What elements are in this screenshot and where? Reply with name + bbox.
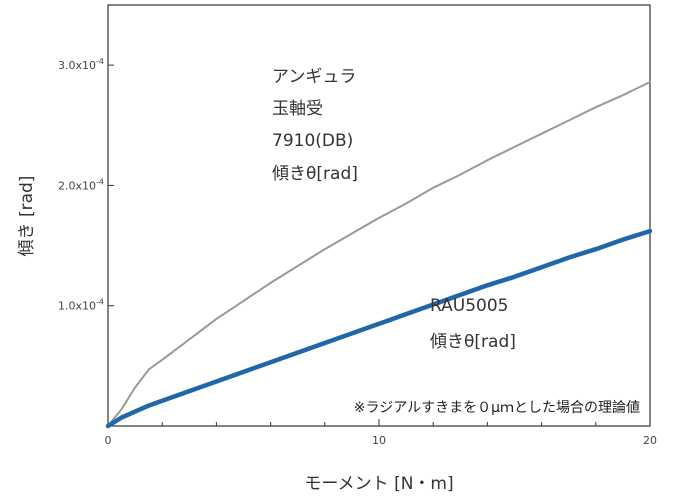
- x-tick-labels: 0 10 20: [105, 434, 658, 447]
- footnote: ※ラジアルすきまを０μｍとした場合の理論値: [354, 400, 640, 416]
- annotation-rau-line-1: RAU5005: [430, 296, 508, 316]
- x-tick-label: 20: [643, 434, 657, 447]
- series-line-angular: [107, 81, 651, 427]
- x-axis-title: モーメント [N・m]: [304, 474, 453, 494]
- x-tick-label: 10: [372, 434, 386, 447]
- annotation-angular: アンギュラ 玉軸受 7910(DB) 傾きθ[rad]: [272, 67, 358, 184]
- y-tick-label: 2.0x10-4: [58, 177, 104, 192]
- annotation-angular-line-4: 傾きθ[rad]: [272, 164, 358, 184]
- y-tick-label: 3.0x10-4: [58, 57, 104, 72]
- annotation-angular-line-2: 玉軸受: [272, 99, 323, 119]
- annotation-angular-line-3: 7910(DB): [272, 131, 353, 151]
- x-minor-ticks: [161, 419, 597, 426]
- annotation-rau-line-2: 傾きθ[rad]: [430, 332, 516, 352]
- annotation-angular-line-1: アンギュラ: [272, 67, 356, 87]
- y-axis-title: 傾き [rad]: [17, 176, 37, 257]
- y-tick-label: 1.0x10-4: [58, 298, 104, 313]
- plot-frame: [107, 4, 651, 427]
- series-line-rau5005: [105, 228, 653, 429]
- x-tick-label: 0: [105, 434, 112, 447]
- annotation-rau: RAU5005 傾きθ[rad]: [430, 296, 516, 352]
- y-ticks: 1.0x10-4 2.0x10-4 3.0x10-4: [58, 57, 114, 313]
- series-lines: [105, 81, 653, 429]
